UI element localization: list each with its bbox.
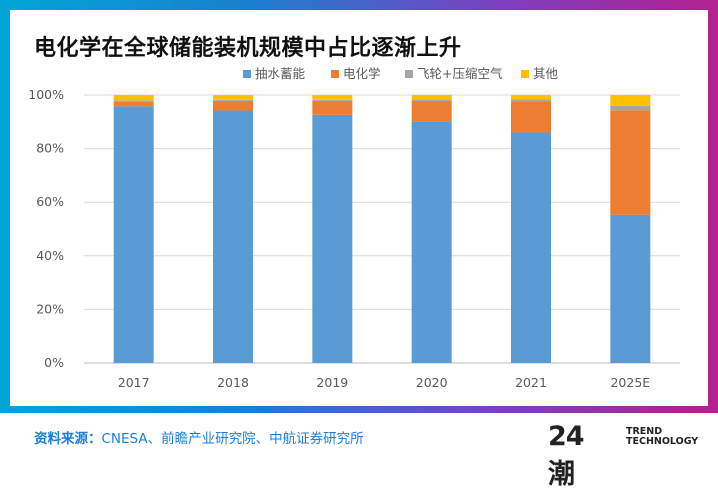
bar-segment <box>213 99 253 101</box>
logo-mark: 24潮 <box>548 421 585 490</box>
bar-segment <box>113 101 154 107</box>
y-tick-label: 0% <box>44 355 64 370</box>
legend-swatch <box>243 70 251 78</box>
logo-line-1: TREND <box>626 426 663 437</box>
y-tick-label: 60% <box>36 194 64 209</box>
y-tick-label: 100% <box>28 87 64 102</box>
legend-label: 其他 <box>533 66 559 81</box>
x-tick-label: 2021 <box>515 375 547 390</box>
bar-segment <box>213 110 253 363</box>
legend-label: 抽水蓄能 <box>255 66 306 81</box>
bar-segment <box>511 99 551 102</box>
legend-swatch <box>331 70 339 78</box>
bar-segment <box>213 100 253 111</box>
chart-title: 电化学在全球储能装机规模中占比逐渐上升 <box>34 36 462 61</box>
bar-segment <box>113 106 154 364</box>
bar-segment <box>511 132 551 363</box>
source-label: 资料来源： <box>34 431 102 447</box>
bar-segment <box>312 95 353 100</box>
bar-segment <box>610 105 651 111</box>
bar-segment <box>312 114 353 363</box>
chart-frame: 电化学在全球储能装机规模中占比逐渐上升 0% 20% 40% 60% 80% 100% 20… <box>0 0 718 413</box>
bar-segment <box>411 100 452 122</box>
x-tick-label: 2020 <box>416 375 448 390</box>
bar-segment <box>312 100 353 115</box>
bar-segment <box>411 99 452 101</box>
legend-swatch <box>521 70 529 78</box>
bar-segment <box>610 95 651 106</box>
bar-segment <box>610 110 651 215</box>
source-note: 资料来源：CNESA、前瞻产业研究院、中航证券研究所 <box>34 427 364 447</box>
bar-segment <box>411 95 452 100</box>
source-text: CNESA、前瞻产业研究院、中航证券研究所 <box>101 431 364 447</box>
y-tick-label: 40% <box>36 248 64 263</box>
bar-segment <box>312 99 353 101</box>
bar-segment <box>511 95 551 100</box>
bar-segment <box>411 121 452 363</box>
y-tick-label: 80% <box>36 141 64 156</box>
logo-line-2: TECHNOLOGY <box>626 436 699 447</box>
bar-segment <box>511 101 551 133</box>
stacked-bar-chart: 0% 20% 40% 60% 80% 100% 2017 2018 2019 2020 2021 20… <box>28 66 680 390</box>
bar-segment <box>610 214 651 363</box>
bar-segment <box>213 95 253 100</box>
y-tick-label: 20% <box>36 301 64 316</box>
x-tick-label: 2018 <box>217 375 249 390</box>
bar-segment <box>113 100 154 102</box>
x-tick-label: 2019 <box>316 375 348 390</box>
legend-swatch <box>405 70 413 78</box>
logo-text: TREND TECHNOLOGY <box>626 427 698 447</box>
footer: 资料来源：CNESA、前瞻产业研究院、中航证券研究所 24潮 TREND TEC… <box>0 413 718 490</box>
legend-label: 电化学 <box>343 66 381 81</box>
x-tick-label: 2017 <box>118 375 150 390</box>
legend-label: 飞轮+压缩空气 <box>417 66 503 81</box>
bar-segment <box>113 95 154 101</box>
x-tick-label: 2025E <box>610 375 650 390</box>
